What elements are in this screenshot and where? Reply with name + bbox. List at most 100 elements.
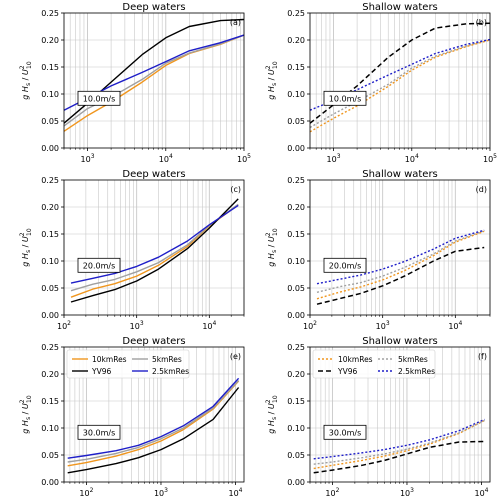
annotation-text: 30.0m/s	[83, 428, 115, 437]
series-line-res10	[309, 39, 491, 133]
axes-frame	[309, 179, 491, 316]
y-tick-label: 0.10	[287, 257, 305, 266]
series-line-res5	[70, 203, 239, 292]
panel-title: Shallow waters	[362, 336, 438, 347]
series-line-res5	[316, 230, 485, 293]
x-tick-label: 105	[237, 153, 251, 164]
y-tick-label: 0.00	[41, 478, 59, 487]
series-line-res10	[313, 419, 485, 470]
grid-a	[63, 12, 245, 149]
series-line-yv96	[67, 387, 240, 474]
axes-frame	[63, 179, 245, 316]
y-tick-label: 0.25	[287, 176, 305, 185]
panel-label: (a)	[230, 18, 241, 27]
legend: 10kmRes 5kmRes YV96 2.5kmRes	[66, 349, 190, 379]
x-tick-label: 103	[130, 320, 144, 331]
x-tick-label: 102	[303, 320, 317, 331]
y-tick-label: 0.05	[287, 284, 305, 293]
annotation-frame	[323, 424, 367, 440]
x-tick-label: 104	[448, 320, 462, 331]
x-tick-label: 102	[57, 320, 71, 331]
panel-f: 0.00 0.05 0.10 0.15 0.20 0.25 102 103 104 Shallow…	[265, 336, 491, 498]
y-tick-label: 0.00	[287, 144, 305, 153]
annotation-box: 20.0m/s	[323, 257, 367, 273]
y-tick-label: 0.15	[287, 397, 305, 406]
y-tick-label: 0.15	[41, 230, 59, 239]
axes-frame	[309, 12, 491, 149]
annotation-text: 20.0m/s	[329, 261, 361, 270]
y-tick-label: 0.20	[41, 203, 59, 212]
y-tick-label: 0.15	[41, 63, 59, 72]
annotation-frame	[77, 257, 121, 273]
x-tick-label: 103	[154, 487, 168, 498]
y-axis-label: g Hs / U210	[19, 228, 33, 267]
annotation-box: 10.0m/s	[77, 90, 121, 106]
series-line-res2_5	[70, 204, 239, 284]
annotation-text: 30.0m/s	[329, 428, 361, 437]
grid-c	[63, 179, 245, 316]
y-tick-label: 0.00	[287, 478, 305, 487]
panel-label: (d)	[476, 185, 487, 194]
x-tick-label: 104	[474, 487, 488, 498]
legend-label-yv96: YV96	[337, 367, 357, 376]
y-tick-label: 0.15	[41, 397, 59, 406]
grid-d	[309, 179, 491, 316]
y-tick-label: 0.10	[41, 257, 59, 266]
x-tick-label: 103	[81, 153, 95, 164]
legend-label-res5: 5kmRes	[398, 355, 428, 364]
y-tick-label: 0.15	[287, 230, 305, 239]
panel-label: (b)	[476, 18, 487, 27]
y-axis-label: g Hs / U210	[265, 61, 279, 100]
y-tick-label: 0.20	[41, 36, 59, 45]
legend-frame	[312, 349, 436, 379]
y-tick-label: 0.05	[41, 284, 59, 293]
x-tick-label: 104	[202, 320, 216, 331]
legend-label-res10: 10kmRes	[338, 355, 373, 364]
x-tick-label: 102	[79, 487, 93, 498]
y-tick-label: 0.25	[287, 343, 305, 352]
y-axis-label: g Hs / U210	[19, 395, 33, 434]
y-tick-label: 0.10	[41, 90, 59, 99]
panel-a: 0.00 0.05 0.10 0.15 0.20 0.25 103 104 105 Deep wa…	[19, 2, 251, 164]
annotation-box: 30.0m/s	[323, 424, 367, 440]
panel-c: 0.00 0.05 0.10 0.15 0.20 0.25 102 103 104 Deep wa…	[19, 169, 245, 331]
series-line-yv96	[313, 440, 485, 474]
y-tick-label: 0.25	[41, 9, 59, 18]
y-tick-label: 0.25	[41, 343, 59, 352]
y-tick-label: 0.10	[287, 424, 305, 433]
y-axis-label: g Hs / U210	[19, 61, 33, 100]
panel-label: (f)	[478, 352, 487, 361]
legend: 10kmRes 5kmRes YV96 2.5kmRes	[312, 349, 436, 379]
y-tick-label: 0.00	[41, 144, 59, 153]
legend-label-res10: 10kmRes	[92, 355, 127, 364]
x-tick-label: 105	[483, 153, 497, 164]
annotation-box: 20.0m/s	[77, 257, 121, 273]
x-tick-label: 104	[405, 153, 419, 164]
y-tick-label: 0.25	[287, 9, 305, 18]
panel-title: Shallow waters	[362, 2, 438, 13]
x-tick-label: 102	[325, 487, 339, 498]
annotation-frame	[323, 90, 367, 106]
y-axis-label: g Hs / U210	[265, 228, 279, 267]
annotation-frame	[323, 257, 367, 273]
panel-title: Deep waters	[122, 336, 185, 347]
legend-frame	[66, 349, 190, 379]
panel-label: (e)	[230, 352, 241, 361]
panel-title: Deep waters	[122, 169, 185, 180]
legend-label-yv96: YV96	[91, 367, 111, 376]
y-tick-label: 0.10	[287, 90, 305, 99]
series-line-res10	[316, 230, 485, 300]
y-tick-label: 0.15	[287, 63, 305, 72]
series-line-yv96	[316, 246, 485, 305]
x-tick-label: 104	[228, 487, 242, 498]
y-tick-label: 0.10	[41, 424, 59, 433]
x-tick-label: 103	[400, 487, 414, 498]
series-line-res10	[67, 380, 240, 467]
y-tick-label: 0.00	[287, 311, 305, 320]
panel-title: Deep waters	[122, 2, 185, 13]
y-tick-label: 0.05	[41, 117, 59, 126]
y-tick-label: 0.25	[41, 176, 59, 185]
series-line-res2_5	[316, 229, 485, 285]
annotation-box: 10.0m/s	[323, 90, 367, 106]
